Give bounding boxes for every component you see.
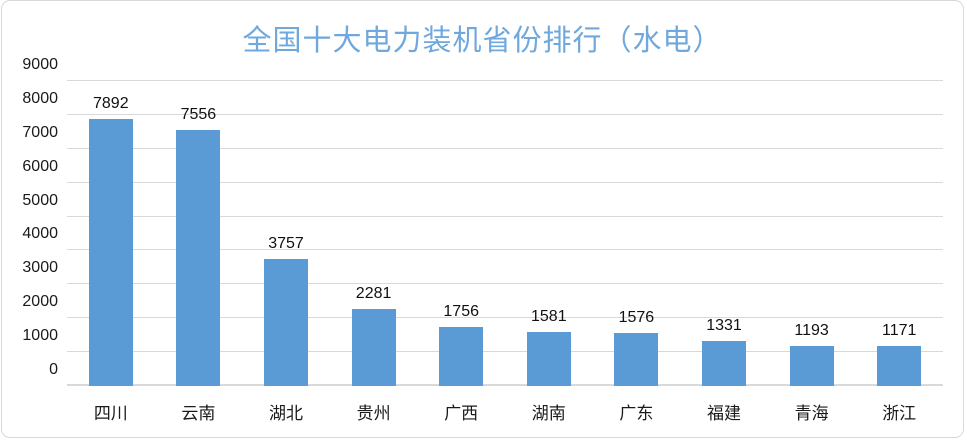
bar: [88, 118, 133, 386]
bar-value-label: 1581: [531, 308, 567, 326]
bar: [702, 340, 746, 386]
y-tick-label: 9000: [22, 56, 58, 73]
bar: [789, 345, 834, 386]
gridline: [67, 351, 943, 353]
x-tick-label: 广东: [619, 404, 654, 423]
gridline: [67, 384, 943, 386]
bar: [351, 308, 396, 386]
x-tick-label: 青海: [794, 404, 829, 423]
x-tick-label: 湖南: [531, 404, 566, 423]
y-tick-label: 0: [49, 361, 58, 378]
bar-value-label: 1576: [618, 308, 655, 326]
gridline: [67, 249, 943, 251]
gridline: [67, 113, 943, 115]
bar-value-label: 7556: [180, 105, 217, 123]
x-tick-label: 湖北: [269, 404, 303, 423]
x-tick-label: 云南: [181, 404, 216, 423]
bar-value-label: 3757: [268, 234, 304, 252]
gridline: [67, 80, 943, 81]
bar: [877, 346, 922, 386]
y-tick-label: 8000: [22, 89, 58, 107]
y-tick-label: 1000: [22, 327, 58, 345]
plot-area: 7892 7556 3757 2281 1756 1581 1576 1331 1193 1171: [67, 80, 943, 386]
y-axis-labels: 0 1000 2000 3000 4000 5000 6000 7000 8000 9000: [2, 57, 58, 386]
bar: [526, 332, 571, 386]
y-tick-label: 7000: [22, 123, 58, 141]
bar-value-label: 2281: [355, 284, 392, 302]
x-axis-labels: 四川 云南 湖北 贵州 广西 湖南 广东 福建 青海 浙江: [67, 399, 943, 423]
chart-title: 全国十大电力装机省份排行（水电）: [242, 25, 723, 57]
x-tick-label: 浙江: [882, 404, 917, 423]
gridline: [67, 215, 943, 217]
x-tick-label: 广西: [444, 404, 479, 423]
x-tick-label: 贵州: [356, 404, 391, 423]
gridline: [67, 181, 943, 183]
bar: [439, 326, 484, 386]
bar-value-label: 7892: [93, 94, 129, 112]
bar: [264, 258, 308, 386]
y-tick-label: 4000: [22, 225, 58, 243]
y-tick-label: 6000: [22, 157, 58, 175]
gridline: [67, 147, 943, 149]
gridline: [67, 283, 943, 285]
x-tick-label: 四川: [93, 404, 128, 423]
bar: [176, 129, 221, 386]
bar-value-label: 1193: [794, 321, 829, 339]
bar-value-label: 1756: [443, 302, 479, 320]
bar-value-label: 1331: [706, 316, 742, 334]
y-tick-label: 5000: [22, 191, 58, 209]
bar: [614, 332, 659, 386]
y-tick-label: 3000: [22, 259, 58, 277]
gridline: [67, 317, 943, 319]
y-tick-label: 2000: [22, 293, 58, 311]
bar-value-label: 1171: [881, 322, 917, 340]
x-tick-label: 福建: [707, 404, 741, 423]
